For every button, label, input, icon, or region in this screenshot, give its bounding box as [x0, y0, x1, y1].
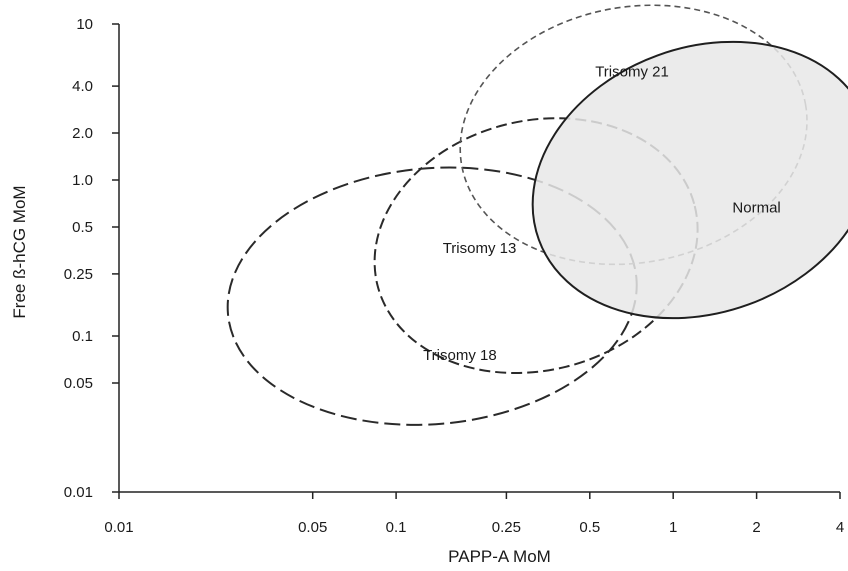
x-axis-title: PAPP-A MoM — [448, 547, 551, 566]
x-tick-label: 0.25 — [492, 519, 521, 536]
y-tick-label: 1.0 — [72, 172, 93, 189]
y-tick-label: 0.1 — [72, 328, 93, 345]
region-label-trisomy-18: Trisomy 18 — [423, 347, 497, 364]
y-tick-label: 0.5 — [72, 219, 93, 236]
x-tick-label: 1 — [669, 519, 677, 536]
region-normal — [531, 40, 848, 320]
y-tick-label: 2.0 — [72, 125, 93, 142]
x-tick-label: 4 — [836, 519, 844, 536]
region-labels-layer: Trisomy 18 Trisomy 13 Trisomy 21 Normal — [423, 64, 781, 365]
region-label-trisomy-13: Trisomy 13 — [443, 240, 517, 257]
x-tick-label: 2 — [752, 519, 760, 536]
y-axis-title: Free ß-hCG MoM — [10, 185, 29, 318]
x-tick-label: 0.5 — [579, 519, 600, 536]
y-tick-label: 10 — [76, 16, 93, 33]
y-tick-label: 4.0 — [72, 78, 93, 95]
x-tick-label: 0.1 — [386, 519, 407, 536]
y-tick-label: 0.25 — [64, 266, 93, 283]
y-axis-ticks: 0.01 0.05 0.1 0.25 0.5 1.0 2.0 4.0 10 — [64, 16, 119, 501]
plot-area: Trisomy 18 Trisomy 13 Trisomy 21 Normal 0.0… — [64, 4, 848, 536]
y-tick-label: 0.01 — [64, 484, 93, 501]
region-label-trisomy-21: Trisomy 21 — [595, 64, 669, 81]
regions-layer — [226, 4, 848, 426]
x-tick-label: 0.05 — [298, 519, 327, 536]
x-tick-label: 0.01 — [104, 519, 133, 536]
x-axis-ticks: 0.01 0.05 0.1 0.25 0.5 1 2 4 — [104, 492, 844, 536]
region-label-normal: Normal — [732, 199, 780, 216]
y-tick-label: 0.05 — [64, 375, 93, 392]
